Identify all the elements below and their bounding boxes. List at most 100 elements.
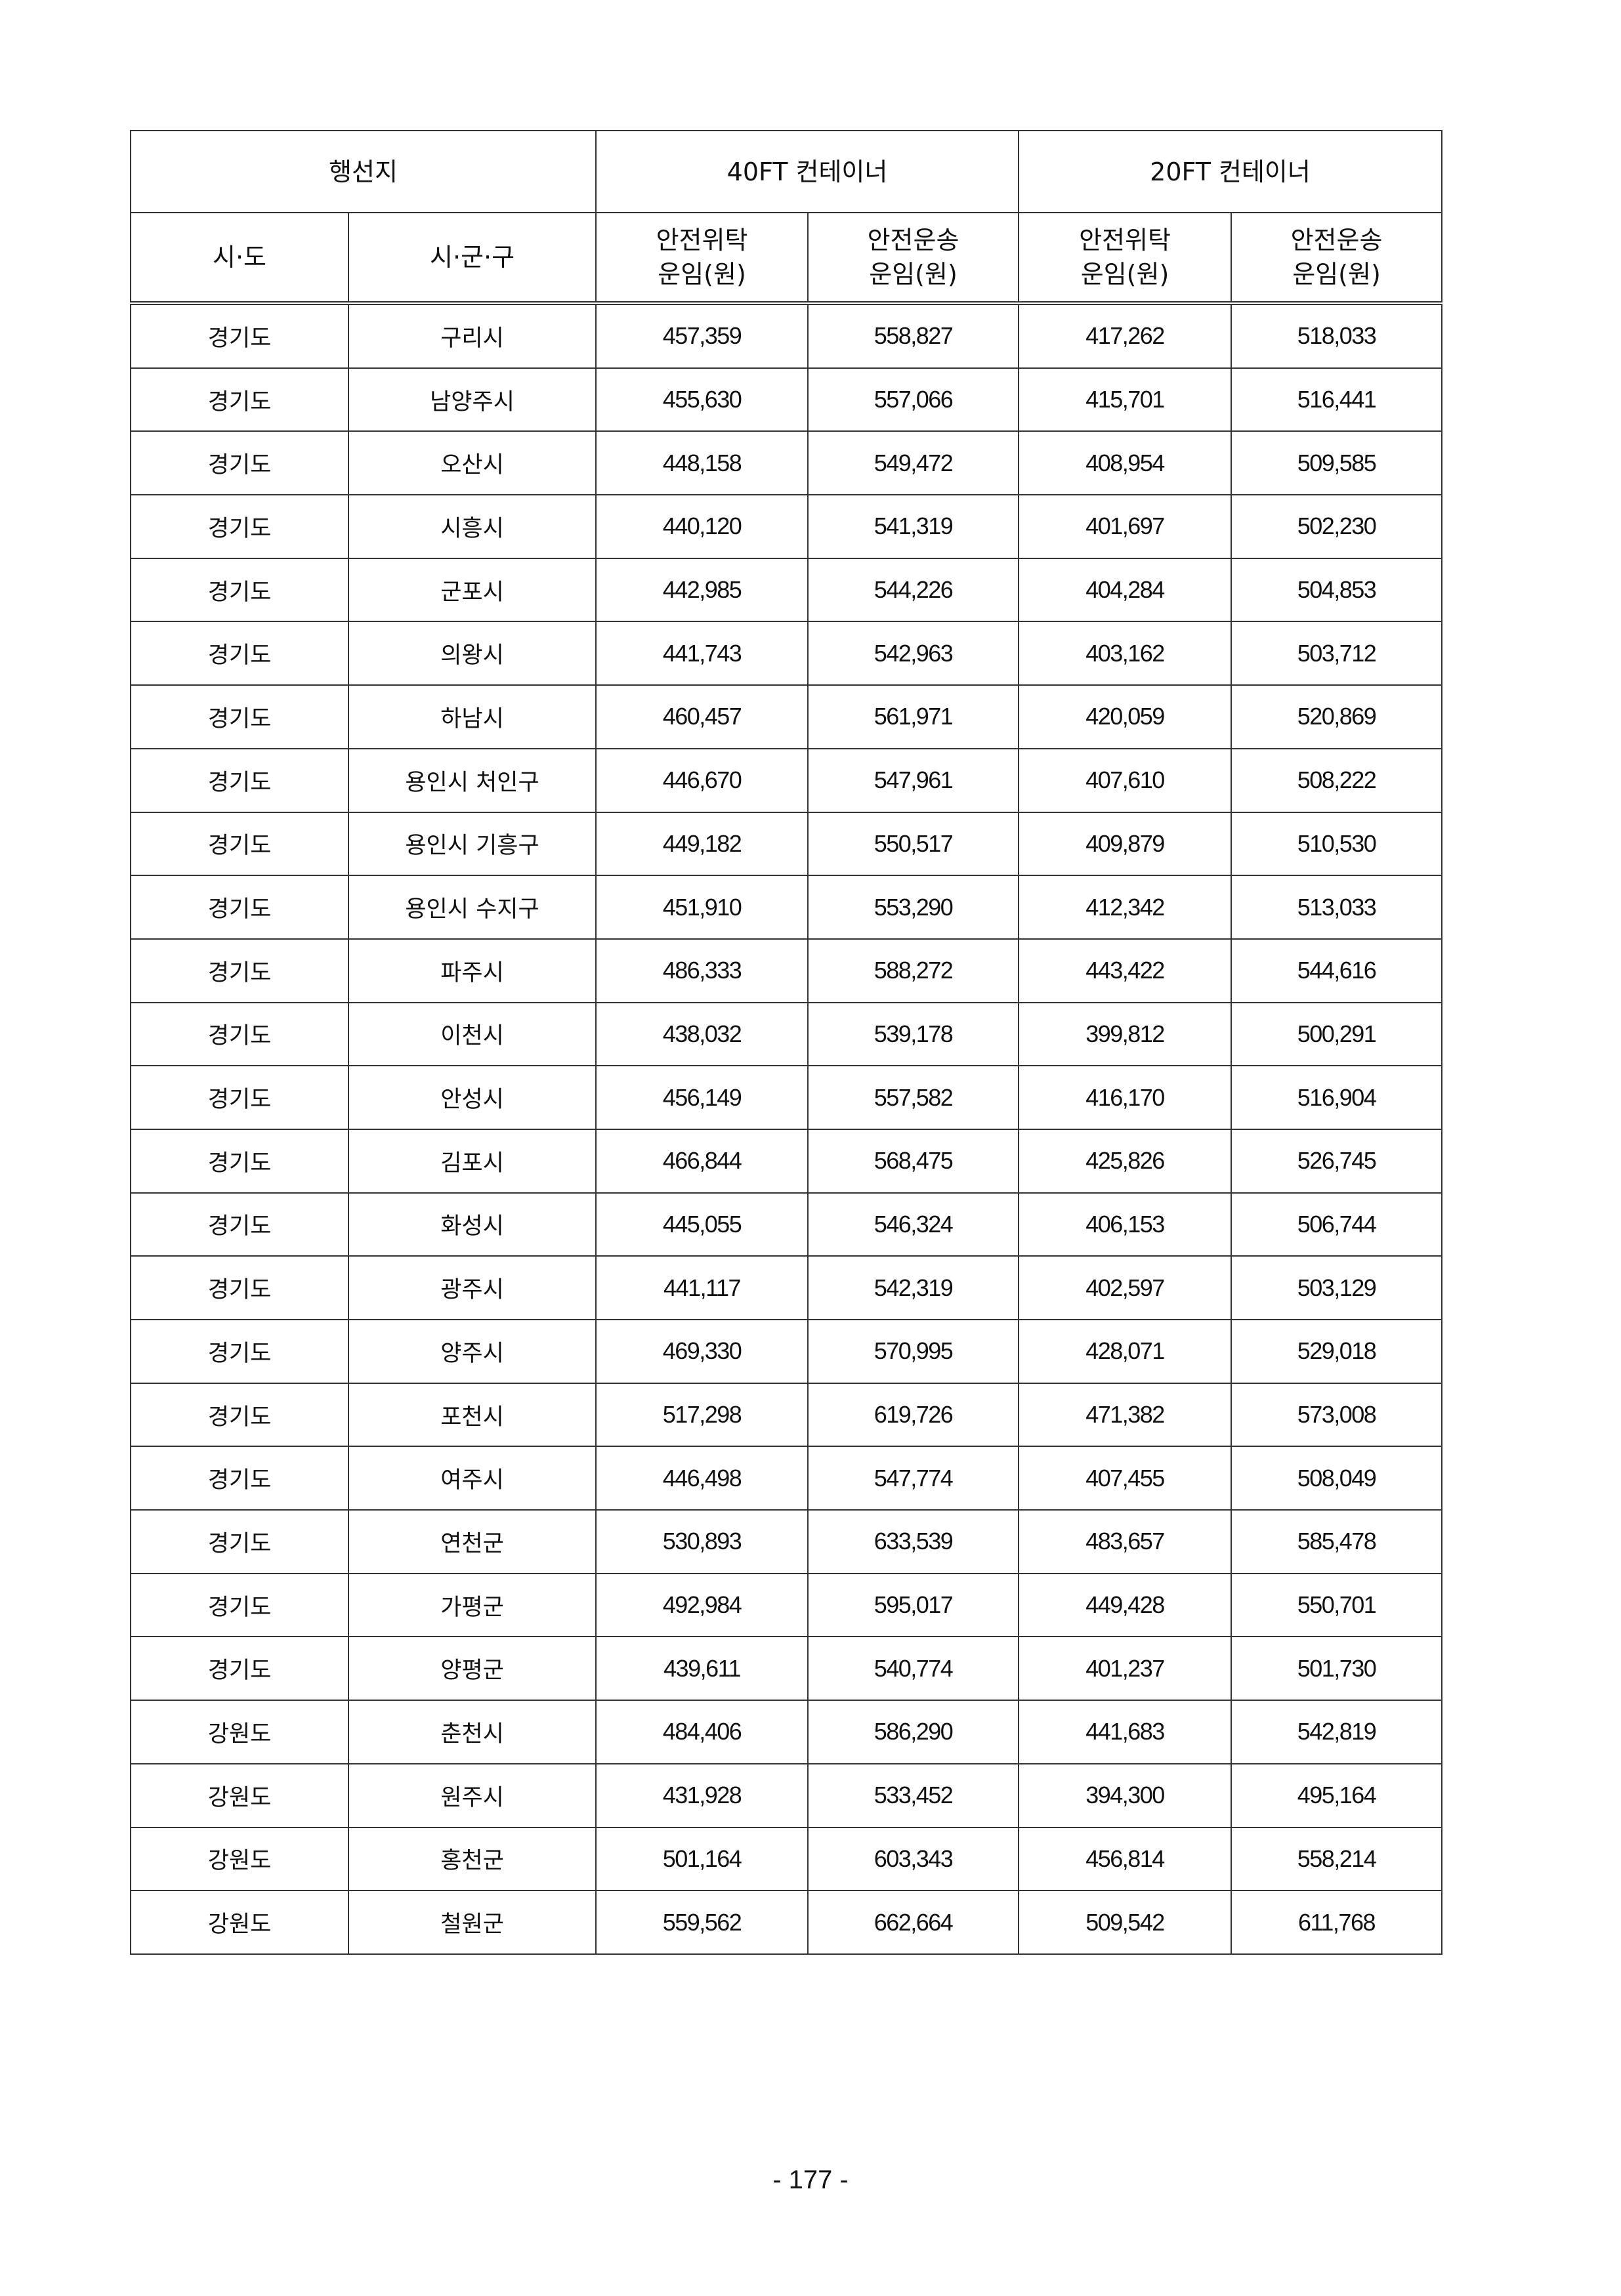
cell-city: 양평군: [347, 1636, 597, 1701]
cell-province: 강원도: [130, 1890, 349, 1955]
cell-city: 파주시: [347, 938, 597, 1003]
cell-city: 가평군: [347, 1572, 597, 1638]
cell-city: 양주시: [347, 1319, 597, 1384]
cell-40ft-transport: 542,963: [807, 621, 1020, 686]
cell-40ft-transport: 546,324: [807, 1192, 1020, 1257]
table-row: 경기도 여주시 446,498 547,774 407,455 508,049: [130, 1446, 1443, 1511]
cell-20ft-consign: 401,697: [1018, 494, 1232, 559]
table-row: 경기도 용인시 수지구 451,910 553,290 412,342 513,033: [130, 875, 1443, 940]
cell-20ft-transport: 509,585: [1231, 430, 1443, 496]
cell-40ft-consign: 431,928: [595, 1763, 809, 1828]
cell-40ft-consign: 457,359: [595, 303, 809, 369]
cell-40ft-transport: 586,290: [807, 1700, 1020, 1764]
table-row: 경기도 용인시 처인구 446,670 547,961 407,610 508,222: [130, 747, 1443, 813]
cell-20ft-transport: 529,018: [1231, 1319, 1443, 1384]
cell-20ft-consign: 401,237: [1018, 1636, 1232, 1701]
table-row: 경기도 용인시 기흥구 449,182 550,517 409,879 510,530: [130, 811, 1443, 877]
cell-city: 철원군: [347, 1890, 597, 1955]
cell-province: 경기도: [130, 1509, 349, 1574]
cell-40ft-consign: 530,893: [595, 1509, 809, 1574]
cell-20ft-consign: 443,422: [1018, 938, 1232, 1003]
cell-20ft-consign: 394,300: [1018, 1763, 1232, 1828]
cell-province: 경기도: [130, 621, 349, 686]
header-line: 안전위탁: [656, 226, 748, 255]
cell-city: 시흥시: [347, 494, 597, 559]
header-line: 운임(원): [658, 260, 746, 289]
cell-20ft-transport: 573,008: [1231, 1382, 1443, 1448]
header-20ft-container: 20FT 컨테이너: [1018, 130, 1443, 213]
cell-province: 경기도: [130, 811, 349, 877]
cell-province: 강원도: [130, 1700, 349, 1764]
cell-40ft-consign: 456,149: [595, 1065, 809, 1130]
cell-40ft-transport: 570,995: [807, 1319, 1020, 1384]
cell-20ft-consign: 404,284: [1018, 557, 1232, 623]
header-line: 운임(원): [1080, 260, 1169, 289]
cell-40ft-transport: 550,517: [807, 811, 1020, 877]
header-line: 안전운송: [1290, 226, 1383, 255]
cell-40ft-transport: 603,343: [807, 1826, 1020, 1892]
table-row: 경기도 연천군 530,893 633,539 483,657 585,478: [130, 1509, 1443, 1574]
cell-city: 안성시: [347, 1065, 597, 1130]
cell-20ft-transport: 516,904: [1231, 1065, 1443, 1130]
cell-40ft-consign: 517,298: [595, 1382, 809, 1448]
cell-province: 경기도: [130, 367, 349, 432]
cell-20ft-transport: 502,230: [1231, 494, 1443, 559]
table-row: 경기도 구리시 457,359 558,827 417,262 518,033: [130, 303, 1443, 369]
cell-40ft-consign: 441,743: [595, 621, 809, 686]
cell-province: 경기도: [130, 684, 349, 749]
cell-40ft-transport: 544,226: [807, 557, 1020, 623]
cell-20ft-transport: 585,478: [1231, 1509, 1443, 1574]
table-body: 경기도 구리시 457,359 558,827 417,262 518,033 경기도 남양주…: [130, 303, 1443, 1955]
cell-city: 군포시: [347, 557, 597, 623]
cell-city: 춘천시: [347, 1700, 597, 1764]
cell-province: 경기도: [130, 430, 349, 496]
cell-40ft-transport: 561,971: [807, 684, 1020, 749]
cell-40ft-transport: 540,774: [807, 1636, 1020, 1701]
header-40ft-container: 40FT 컨테이너: [595, 130, 1020, 213]
cell-40ft-consign: 441,117: [595, 1255, 809, 1320]
cell-40ft-transport: 619,726: [807, 1382, 1020, 1448]
cell-20ft-consign: 441,683: [1018, 1700, 1232, 1764]
cell-province: 강원도: [130, 1826, 349, 1892]
header-line: 운임(원): [1292, 260, 1381, 289]
table-row: 경기도 시흥시 440,120 541,319 401,697 502,230: [130, 494, 1443, 559]
cell-40ft-transport: 539,178: [807, 1001, 1020, 1067]
table-row: 경기도 하남시 460,457 561,971 420,059 520,869: [130, 684, 1443, 749]
cell-20ft-consign: 399,812: [1018, 1001, 1232, 1067]
cell-40ft-consign: 559,562: [595, 1890, 809, 1955]
table-row: 경기도 양주시 469,330 570,995 428,071 529,018: [130, 1319, 1443, 1384]
cell-40ft-transport: 595,017: [807, 1572, 1020, 1638]
cell-40ft-transport: 542,319: [807, 1255, 1020, 1320]
cell-20ft-transport: 495,164: [1231, 1763, 1443, 1828]
table-row: 경기도 김포시 466,844 568,475 425,826 526,745: [130, 1128, 1443, 1194]
cell-province: 경기도: [130, 494, 349, 559]
cell-40ft-consign: 484,406: [595, 1700, 809, 1764]
header-city: 시·군·구: [347, 212, 597, 305]
table-row: 경기도 광주시 441,117 542,319 402,597 503,129: [130, 1255, 1443, 1320]
cell-city: 용인시 처인구: [347, 747, 597, 813]
cell-40ft-transport: 533,452: [807, 1763, 1020, 1828]
table-row: 경기도 오산시 448,158 549,472 408,954 509,585: [130, 430, 1443, 496]
cell-20ft-transport: 508,222: [1231, 747, 1443, 813]
cell-city: 홍천군: [347, 1826, 597, 1892]
freight-rate-table: 행선지 40FT 컨테이너 20FT 컨테이너 시·도 시·군·구 안전위탁 운임…: [129, 130, 1443, 1955]
cell-40ft-consign: 451,910: [595, 875, 809, 940]
cell-province: 경기도: [130, 557, 349, 623]
cell-20ft-consign: 456,814: [1018, 1826, 1232, 1892]
cell-province: 경기도: [130, 875, 349, 940]
cell-40ft-transport: 557,066: [807, 367, 1020, 432]
cell-city: 연천군: [347, 1509, 597, 1574]
cell-city: 김포시: [347, 1128, 597, 1194]
cell-40ft-consign: 455,630: [595, 367, 809, 432]
cell-province: 경기도: [130, 1446, 349, 1511]
cell-20ft-transport: 542,819: [1231, 1700, 1443, 1764]
cell-20ft-consign: 408,954: [1018, 430, 1232, 496]
header-20ft-consign-rate: 안전위탁 운임(원): [1018, 212, 1232, 305]
cell-20ft-transport: 503,129: [1231, 1255, 1443, 1320]
cell-20ft-transport: 558,214: [1231, 1826, 1443, 1892]
cell-40ft-transport: 633,539: [807, 1509, 1020, 1574]
cell-20ft-transport: 506,744: [1231, 1192, 1443, 1257]
cell-20ft-transport: 516,441: [1231, 367, 1443, 432]
